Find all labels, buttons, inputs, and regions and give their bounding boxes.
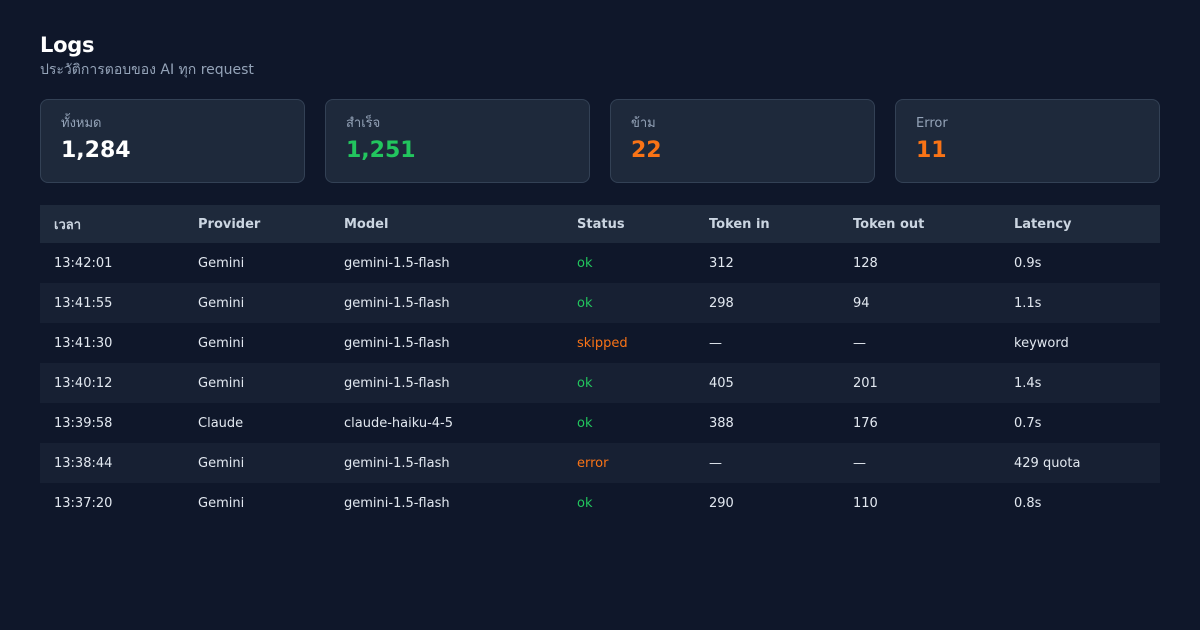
token-in-cell: — bbox=[709, 455, 722, 471]
column-header-provider[interactable]: Provider bbox=[198, 216, 261, 232]
token-out-cell: 110 bbox=[853, 495, 878, 511]
model-cell: gemini-1.5-flash bbox=[344, 375, 450, 391]
time-cell: 13:39:58 bbox=[54, 415, 113, 431]
column-header-time[interactable]: เวลา bbox=[54, 217, 82, 233]
table-row[interactable]: 13:37:20 Gemini gemini-1.5-flash ok 290 110 0.… bbox=[40, 483, 1160, 523]
time-cell: 13:42:01 bbox=[54, 255, 113, 271]
time-cell: 13:37:20 bbox=[54, 495, 113, 511]
stat-label: Error bbox=[916, 116, 948, 131]
provider-cell: Gemini bbox=[198, 255, 245, 271]
column-header-latency[interactable]: Latency bbox=[1014, 216, 1072, 232]
provider-cell: Gemini bbox=[198, 455, 245, 471]
token-out-cell: 94 bbox=[853, 295, 870, 311]
stats-row: ทั้งหมด 1,284 สำเร็จ 1,251 ข้าม 22 Error… bbox=[40, 99, 1160, 183]
status-cell: ok bbox=[577, 415, 593, 431]
provider-cell: Claude bbox=[198, 415, 244, 431]
time-cell: 13:41:55 bbox=[54, 295, 113, 311]
column-header-token-out[interactable]: Token out bbox=[853, 216, 925, 232]
stat-card-success: สำเร็จ 1,251 bbox=[325, 99, 590, 183]
column-header-model[interactable]: Model bbox=[344, 216, 389, 232]
token-in-cell: 290 bbox=[709, 495, 734, 511]
token-out-cell: 176 bbox=[853, 415, 878, 431]
provider-cell: Gemini bbox=[198, 335, 245, 351]
token-out-cell: 201 bbox=[853, 375, 878, 391]
provider-cell: Gemini bbox=[198, 495, 245, 511]
latency-cell: 429 quota bbox=[1014, 455, 1081, 471]
logs-table: เวลา Provider Model Status Token in Toke… bbox=[40, 205, 1160, 523]
model-cell: gemini-1.5-flash bbox=[344, 255, 450, 271]
stat-card-total: ทั้งหมด 1,284 bbox=[40, 99, 305, 183]
table-row[interactable]: 13:39:58 Claude claude-haiku-4-5 ok 388 176 0.… bbox=[40, 403, 1160, 443]
latency-cell: 0.9s bbox=[1014, 255, 1042, 271]
token-out-cell: 128 bbox=[853, 255, 878, 271]
stat-value: 11 bbox=[916, 138, 947, 163]
latency-cell: 0.7s bbox=[1014, 415, 1042, 431]
column-header-status[interactable]: Status bbox=[577, 216, 625, 232]
stat-label: สำเร็จ bbox=[346, 116, 381, 131]
latency-cell: keyword bbox=[1014, 335, 1069, 351]
model-cell: gemini-1.5-flash bbox=[344, 295, 450, 311]
status-cell: ok bbox=[577, 375, 593, 391]
status-cell: error bbox=[577, 455, 609, 471]
latency-cell: 0.8s bbox=[1014, 495, 1042, 511]
stat-card-error: Error 11 bbox=[895, 99, 1160, 183]
model-cell: claude-haiku-4-5 bbox=[344, 415, 454, 431]
page-title: Logs bbox=[40, 33, 95, 57]
provider-cell: Gemini bbox=[198, 295, 245, 311]
table-row[interactable]: 13:40:12 Gemini gemini-1.5-flash ok 405 201 1.… bbox=[40, 363, 1160, 403]
page-subtitle: ประวัติการตอบของ AI ทุก request bbox=[40, 62, 254, 78]
status-cell: skipped bbox=[577, 335, 628, 351]
token-in-cell: 388 bbox=[709, 415, 734, 431]
table-row[interactable]: 13:38:44 Gemini gemini-1.5-flash error — — 429… bbox=[40, 443, 1160, 483]
column-header-token-in[interactable]: Token in bbox=[709, 216, 770, 232]
status-cell: ok bbox=[577, 295, 593, 311]
time-cell: 13:40:12 bbox=[54, 375, 113, 391]
provider-cell: Gemini bbox=[198, 375, 245, 391]
stat-value: 1,284 bbox=[61, 138, 131, 163]
stat-value: 1,251 bbox=[346, 138, 416, 163]
token-in-cell: 312 bbox=[709, 255, 734, 271]
table-row[interactable]: 13:41:55 Gemini gemini-1.5-flash ok 298 94 1.1… bbox=[40, 283, 1160, 323]
table-row[interactable]: 13:41:30 Gemini gemini-1.5-flash skipped — — k… bbox=[40, 323, 1160, 363]
table-body: 13:42:01 Gemini gemini-1.5-flash ok 312 128 0.… bbox=[40, 243, 1160, 523]
stat-value: 22 bbox=[631, 138, 662, 163]
model-cell: gemini-1.5-flash bbox=[344, 455, 450, 471]
model-cell: gemini-1.5-flash bbox=[344, 495, 450, 511]
token-in-cell: — bbox=[709, 335, 722, 351]
table-row[interactable]: 13:42:01 Gemini gemini-1.5-flash ok 312 128 0.… bbox=[40, 243, 1160, 283]
token-out-cell: — bbox=[853, 335, 866, 351]
latency-cell: 1.4s bbox=[1014, 375, 1042, 391]
status-cell: ok bbox=[577, 495, 593, 511]
token-in-cell: 405 bbox=[709, 375, 734, 391]
stat-label: ทั้งหมด bbox=[61, 116, 102, 131]
token-out-cell: — bbox=[853, 455, 866, 471]
table-header: เวลา Provider Model Status Token in Toke… bbox=[40, 205, 1160, 243]
latency-cell: 1.1s bbox=[1014, 295, 1042, 311]
time-cell: 13:41:30 bbox=[54, 335, 113, 351]
status-cell: ok bbox=[577, 255, 593, 271]
stat-card-skipped: ข้าม 22 bbox=[610, 99, 875, 183]
token-in-cell: 298 bbox=[709, 295, 734, 311]
time-cell: 13:38:44 bbox=[54, 455, 113, 471]
stat-label: ข้าม bbox=[631, 116, 656, 131]
model-cell: gemini-1.5-flash bbox=[344, 335, 450, 351]
